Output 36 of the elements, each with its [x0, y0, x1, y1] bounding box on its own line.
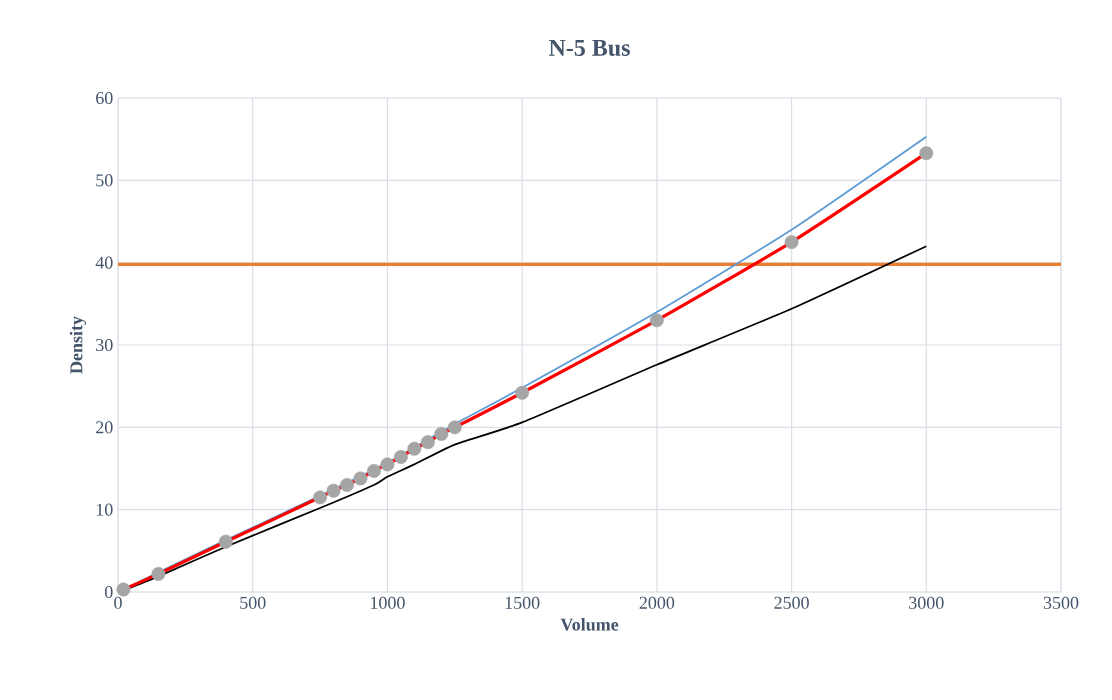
x-tick-label: 500	[240, 596, 266, 609]
point	[393, 450, 408, 464]
x-tick-label: 3000	[909, 596, 944, 609]
point	[515, 385, 530, 400]
point	[784, 235, 799, 250]
point	[218, 534, 233, 549]
x-tick-label: 1500	[505, 596, 540, 609]
point	[353, 471, 368, 486]
y-axis-title: Density	[69, 316, 87, 374]
point	[380, 457, 395, 472]
x-tick-label: 3500	[1043, 596, 1079, 609]
point	[447, 420, 462, 435]
chart-title: N-5 Bus	[548, 39, 630, 56]
y-tick-label: 50	[96, 174, 113, 187]
y-tick-label: 30	[96, 338, 113, 352]
point	[919, 146, 934, 161]
point	[407, 441, 422, 456]
point	[340, 478, 354, 492]
x-tick-label: 0	[114, 596, 122, 609]
y-tick-label: 10	[96, 503, 113, 516]
point	[313, 490, 328, 505]
point	[367, 464, 381, 478]
x-tick-label: 1000	[371, 596, 405, 609]
point	[151, 566, 166, 581]
y-tick-label: 20	[96, 421, 113, 434]
y-tick-label: 60	[96, 91, 113, 105]
x-tick-label: 2500	[774, 596, 809, 609]
y-tick-label: 0	[104, 585, 113, 599]
point	[434, 426, 449, 441]
point	[420, 435, 435, 450]
point	[649, 313, 664, 328]
x-tick-label: 2000	[639, 596, 675, 609]
y-tick-label: 40	[95, 256, 113, 269]
x-axis-title: Volume	[560, 618, 619, 631]
point	[326, 483, 341, 498]
point	[116, 582, 131, 597]
